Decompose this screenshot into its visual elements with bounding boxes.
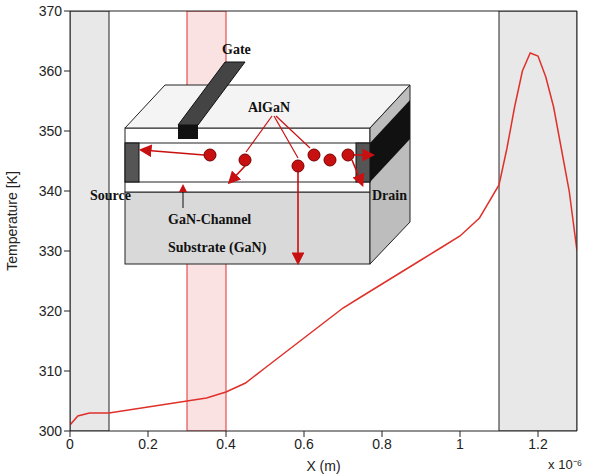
svg-text:330: 330 [39,243,63,259]
svg-text:Temperature [K]: Temperature [K] [4,171,20,271]
svg-text:Source: Source [90,188,131,203]
svg-text:0.4: 0.4 [216,436,236,452]
svg-text:370: 370 [39,3,63,19]
svg-text:300: 300 [39,423,63,439]
svg-text:1: 1 [456,436,464,452]
svg-text:GaN-Channel: GaN-Channel [168,212,251,227]
svg-text:X (m): X (m) [306,458,340,474]
svg-text:340: 340 [39,183,63,199]
svg-text:360: 360 [39,63,63,79]
svg-text:0.2: 0.2 [138,436,158,452]
html-text:x 10⁻⁶: x 10⁻⁶ [548,457,582,472]
svg-text:Drain: Drain [372,188,407,203]
svg-text:Substrate (GaN): Substrate (GaN) [168,240,267,256]
svg-text:350: 350 [39,123,63,139]
svg-text:310: 310 [39,363,63,379]
svg-text:0: 0 [66,436,74,452]
svg-text:0.6: 0.6 [294,436,314,452]
svg-text:AlGaN: AlGaN [248,100,290,115]
svg-text:320: 320 [39,303,63,319]
svg-text:Gate: Gate [222,42,251,57]
svg-text:1.2: 1.2 [528,436,548,452]
svg-text:0.8: 0.8 [372,436,392,452]
